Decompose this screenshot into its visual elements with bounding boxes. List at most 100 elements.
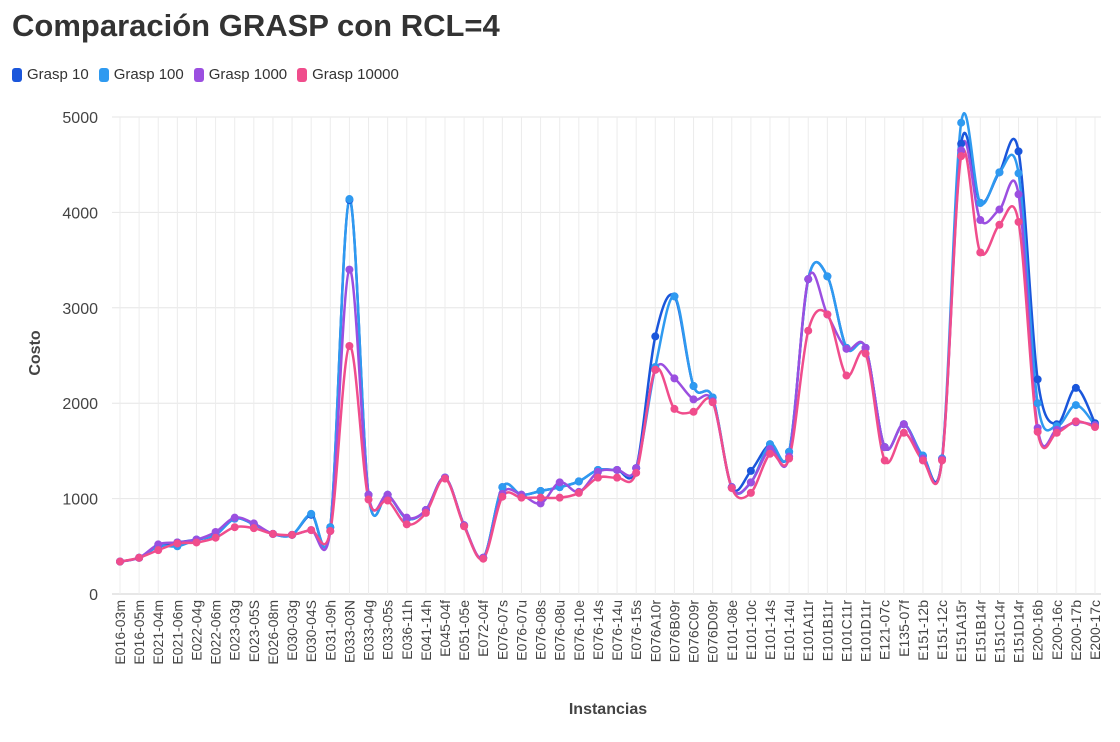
data-point-grasp-10000[interactable] xyxy=(135,553,144,562)
data-point-grasp-10[interactable] xyxy=(957,139,966,148)
data-point-grasp-1000[interactable] xyxy=(536,499,545,508)
data-point-grasp-10000[interactable] xyxy=(192,538,201,547)
data-point-grasp-10000[interactable] xyxy=(613,473,622,482)
data-point-grasp-1000[interactable] xyxy=(842,344,851,353)
data-point-grasp-10000[interactable] xyxy=(861,349,870,358)
data-point-grasp-10000[interactable] xyxy=(307,526,316,535)
data-point-grasp-10000[interactable] xyxy=(689,407,698,416)
data-point-grasp-100[interactable] xyxy=(536,486,545,495)
data-point-grasp-1000[interactable] xyxy=(402,513,411,522)
data-point-grasp-10000[interactable] xyxy=(402,520,411,529)
data-point-grasp-10000[interactable] xyxy=(1091,423,1099,432)
data-point-grasp-10000[interactable] xyxy=(785,454,794,463)
data-point-grasp-10000[interactable] xyxy=(957,152,966,161)
data-point-grasp-10000[interactable] xyxy=(249,524,258,533)
data-point-grasp-1000[interactable] xyxy=(976,216,985,225)
x-tick-label: E016-03m xyxy=(112,600,128,665)
legend-item-grasp-100[interactable]: Grasp 100 xyxy=(98,66,184,83)
data-point-grasp-100[interactable] xyxy=(307,509,316,518)
data-point-grasp-10000[interactable] xyxy=(1033,427,1042,436)
data-point-grasp-10000[interactable] xyxy=(211,533,220,542)
data-point-grasp-10000[interactable] xyxy=(574,488,583,497)
data-point-grasp-10000[interactable] xyxy=(268,529,277,538)
data-point-grasp-10000[interactable] xyxy=(498,492,507,501)
data-point-grasp-10000[interactable] xyxy=(842,371,851,380)
data-point-grasp-1000[interactable] xyxy=(613,465,622,474)
data-point-grasp-10[interactable] xyxy=(1071,383,1080,392)
data-point-grasp-1000[interactable] xyxy=(804,275,813,284)
data-point-grasp-100[interactable] xyxy=(995,168,1004,177)
data-point-grasp-10000[interactable] xyxy=(154,546,163,555)
data-point-grasp-1000[interactable] xyxy=(957,146,966,155)
data-point-grasp-10000[interactable] xyxy=(804,326,813,335)
data-point-grasp-10000[interactable] xyxy=(918,456,927,465)
data-point-grasp-10000[interactable] xyxy=(727,484,736,493)
data-point-grasp-10000[interactable] xyxy=(421,508,430,517)
data-point-grasp-1000[interactable] xyxy=(899,420,908,429)
data-point-grasp-100[interactable] xyxy=(498,483,507,492)
data-point-grasp-10000[interactable] xyxy=(651,365,660,374)
data-point-grasp-1000[interactable] xyxy=(1014,190,1023,199)
data-point-grasp-10[interactable] xyxy=(1033,375,1042,384)
data-point-grasp-10000[interactable] xyxy=(976,248,985,257)
data-point-grasp-1000[interactable] xyxy=(689,395,698,404)
data-point-grasp-10000[interactable] xyxy=(345,341,354,350)
data-point-grasp-1000[interactable] xyxy=(670,374,679,383)
data-point-grasp-10000[interactable] xyxy=(460,522,469,531)
data-point-grasp-1000[interactable] xyxy=(746,478,755,487)
data-point-grasp-10000[interactable] xyxy=(632,468,641,477)
data-point-grasp-1000[interactable] xyxy=(345,265,354,274)
data-point-grasp-1000[interactable] xyxy=(861,343,870,352)
data-point-grasp-100[interactable] xyxy=(1014,169,1023,178)
data-point-grasp-10[interactable] xyxy=(1014,147,1023,156)
data-point-grasp-10000[interactable] xyxy=(288,530,297,539)
data-point-grasp-10000[interactable] xyxy=(536,493,545,502)
data-point-grasp-10000[interactable] xyxy=(670,404,679,413)
data-point-grasp-1000[interactable] xyxy=(593,467,602,476)
data-point-grasp-10000[interactable] xyxy=(823,310,832,319)
data-point-grasp-100[interactable] xyxy=(976,198,985,207)
data-point-grasp-100[interactable] xyxy=(345,195,354,204)
data-point-grasp-10000[interactable] xyxy=(326,527,335,536)
data-point-grasp-10000[interactable] xyxy=(766,449,774,458)
legend-item-grasp-10000[interactable]: Grasp 10000 xyxy=(297,66,399,83)
data-point-grasp-10000[interactable] xyxy=(938,456,947,465)
data-point-grasp-10000[interactable] xyxy=(517,493,526,502)
data-point-grasp-10000[interactable] xyxy=(173,539,182,548)
data-point-grasp-1000[interactable] xyxy=(555,478,564,487)
data-point-grasp-10000[interactable] xyxy=(116,557,124,566)
data-point-grasp-100[interactable] xyxy=(689,382,698,391)
data-point-grasp-10000[interactable] xyxy=(708,398,717,407)
data-point-grasp-1000[interactable] xyxy=(230,513,239,522)
data-point-grasp-100[interactable] xyxy=(823,272,832,281)
data-point-grasp-1000[interactable] xyxy=(995,205,1004,214)
data-point-grasp-100[interactable] xyxy=(1033,399,1042,408)
data-point-grasp-10000[interactable] xyxy=(593,473,602,482)
data-point-grasp-1000[interactable] xyxy=(211,527,220,536)
data-point-grasp-10[interactable] xyxy=(746,466,755,475)
legend-item-grasp-1000[interactable]: Grasp 1000 xyxy=(193,66,287,83)
data-point-grasp-10000[interactable] xyxy=(995,220,1004,229)
data-point-grasp-10000[interactable] xyxy=(1052,428,1061,437)
data-point-grasp-100[interactable] xyxy=(1071,401,1080,410)
data-point-grasp-10000[interactable] xyxy=(479,554,488,563)
x-tick-label: E076-07u xyxy=(513,600,529,661)
data-point-grasp-10000[interactable] xyxy=(1071,417,1080,426)
data-point-grasp-10[interactable] xyxy=(651,332,660,341)
data-point-grasp-100[interactable] xyxy=(574,477,583,486)
data-point-grasp-1000[interactable] xyxy=(383,490,392,499)
data-point-grasp-100[interactable] xyxy=(957,118,966,127)
data-point-grasp-10000[interactable] xyxy=(1014,217,1023,226)
data-point-grasp-1000[interactable] xyxy=(880,443,889,452)
data-point-grasp-10000[interactable] xyxy=(880,456,889,465)
data-point-grasp-10000[interactable] xyxy=(899,428,908,437)
data-point-grasp-10000[interactable] xyxy=(383,496,392,505)
data-point-grasp-10000[interactable] xyxy=(746,488,755,497)
data-point-grasp-10000[interactable] xyxy=(230,523,239,532)
data-point-grasp-1000[interactable] xyxy=(154,540,163,549)
data-point-grasp-10000[interactable] xyxy=(364,495,373,504)
legend-item-grasp-10[interactable]: Grasp 10 xyxy=(12,66,89,83)
data-point-grasp-100[interactable] xyxy=(670,292,679,301)
data-point-grasp-10000[interactable] xyxy=(555,493,564,502)
data-point-grasp-10000[interactable] xyxy=(441,474,449,483)
